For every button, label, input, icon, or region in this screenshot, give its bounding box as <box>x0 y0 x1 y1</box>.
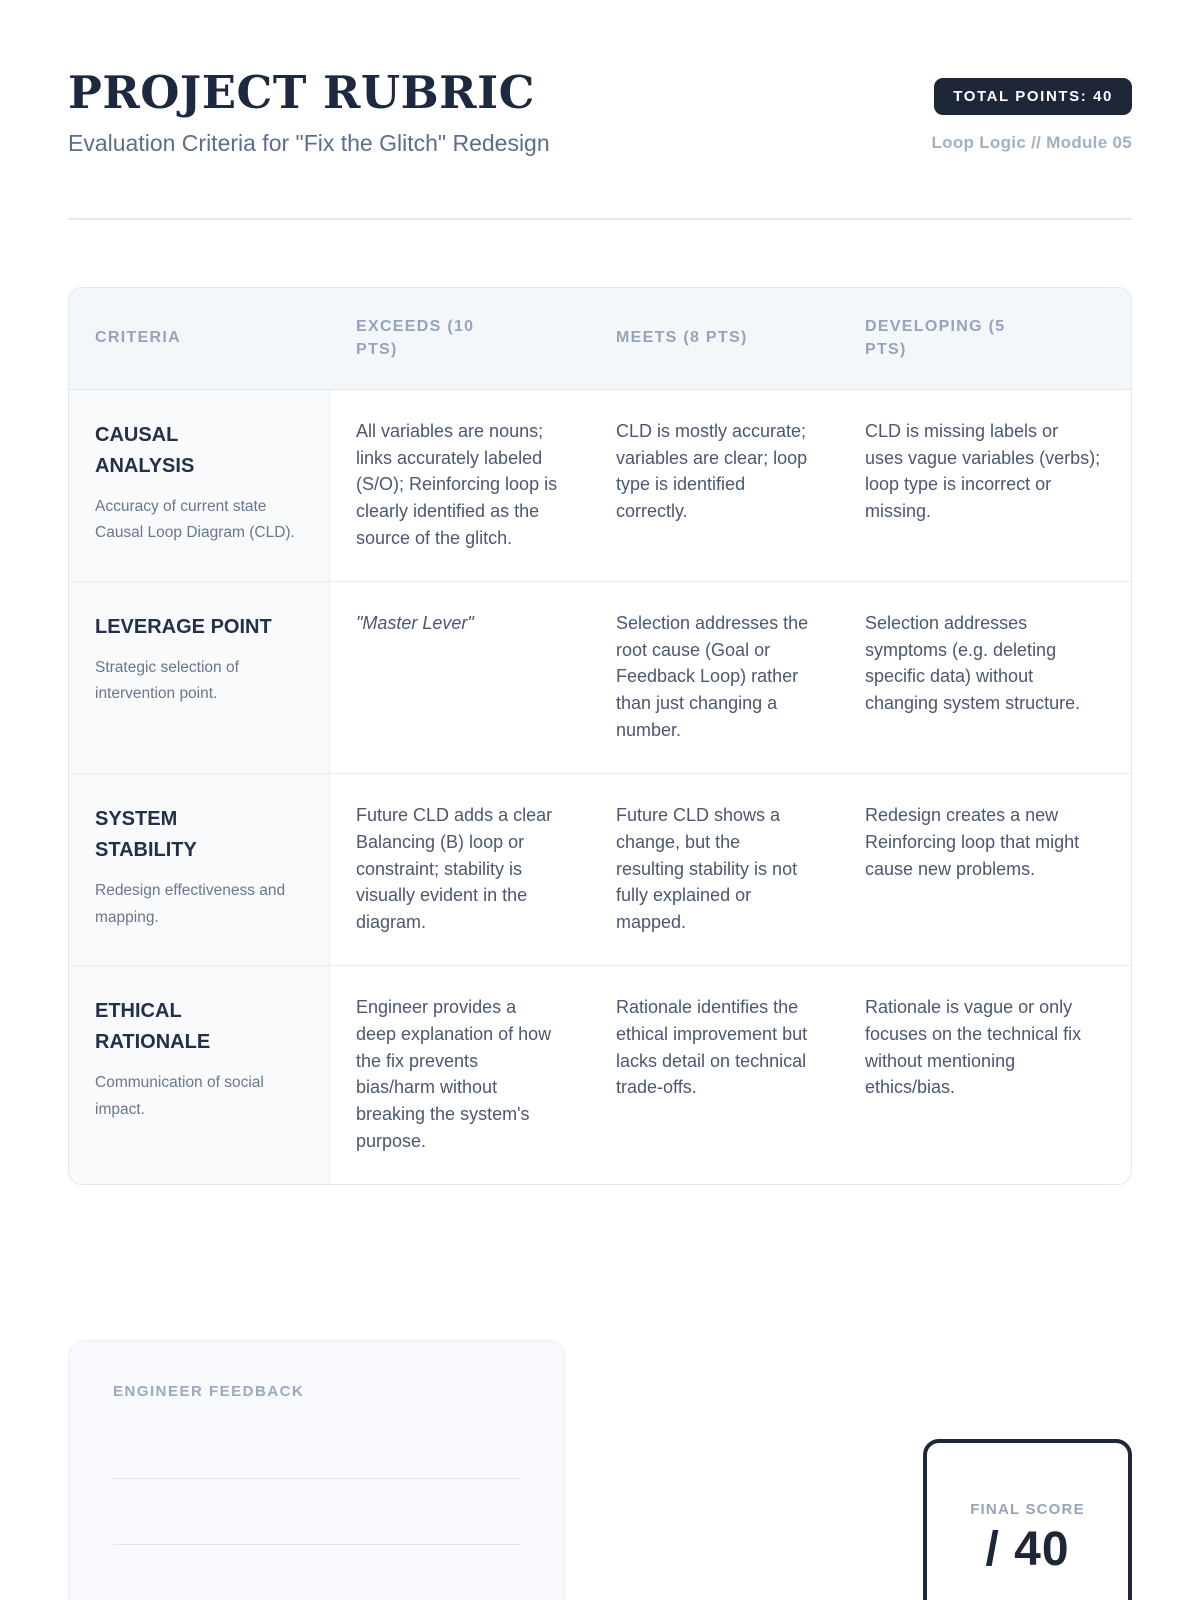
cell-causal-exceeds: All variables are nouns; links accuratel… <box>330 390 590 583</box>
cell-leverage-meets: Selection addresses the root cause (Goal… <box>590 582 839 775</box>
page-header: PROJECT RUBRIC Evaluation Criteria for "… <box>68 70 1132 157</box>
cell-stability-developing: Redesign creates a new Reinforcing loop … <box>839 774 1131 967</box>
feedback-label: ENGINEER FEEDBACK <box>113 1383 305 1400</box>
engineer-feedback-box: ENGINEER FEEDBACK <box>68 1340 565 1600</box>
feedback-writing-line <box>113 1544 520 1545</box>
final-score-value: / 40 <box>985 1523 1070 1576</box>
criterion-cell-causal-analysis: CAUSAL ANALYSIS Accuracy of current stat… <box>69 390 330 583</box>
criterion-description: Redesign effectiveness and mapping. <box>95 882 286 926</box>
feedback-writing-line <box>113 1478 520 1479</box>
cell-leverage-developing: Selection addresses symptoms (e.g. delet… <box>839 582 1131 775</box>
final-score-box: FINAL SCORE / 40 <box>923 1439 1132 1600</box>
cell-ethical-meets: Rationale identifies the ethical improve… <box>616 997 808 1098</box>
header-right: TOTAL POINTS: 40 Loop Logic // Module 05 <box>931 70 1132 157</box>
rubric-table: CRITERIA EXCEEDS (10 PTS) MEETS (8 PTS) … <box>68 287 1132 1186</box>
criterion-description: Strategic selection of intervention poin… <box>95 659 239 703</box>
criterion-title: LEVERAGE POINT <box>95 616 272 639</box>
final-score-label: FINAL SCORE <box>970 1501 1085 1518</box>
criterion-title: SYSTEM STABILITY <box>95 808 197 862</box>
cell-stability-exceeds: Future CLD adds a clear Balancing (B) lo… <box>330 774 590 967</box>
column-header-meets: MEETS (8 PTS) <box>590 288 839 390</box>
cell-leverage-exceeds: "Master Lever" <box>330 582 590 775</box>
header-left: PROJECT RUBRIC Evaluation Criteria for "… <box>68 70 550 157</box>
cell-stability-meets: Future CLD shows a change, but the resul… <box>590 774 839 967</box>
header-divider <box>68 218 1132 220</box>
cell-ethical-developing: Rationale is vague or only focuses on th… <box>865 997 1082 1098</box>
cell-ethical-exceeds: Engineer provides a deep explanation of … <box>356 997 552 1151</box>
column-header-developing: DEVELOPING (5 PTS) <box>839 288 1131 390</box>
column-header-criteria: CRITERIA <box>69 288 330 390</box>
criterion-description: Accuracy of current state Causal Loop Di… <box>95 498 295 542</box>
column-header-exceeds: EXCEEDS (10 PTS) <box>330 288 590 390</box>
course-label: Loop Logic // Module 05 <box>931 133 1132 152</box>
page-subtitle: Evaluation Criteria for "Fix the Glitch"… <box>68 130 550 156</box>
cell-causal-meets: CLD is mostly accurate; variables are cl… <box>590 390 839 583</box>
criterion-cell-system-stability: SYSTEM STABILITY Redesign effectiveness … <box>69 774 330 967</box>
criterion-cell-leverage-point: LEVERAGE POINT Strategic selection of in… <box>69 582 330 775</box>
criterion-description: Communication of social impact. <box>95 1074 264 1118</box>
total-points-badge: TOTAL POINTS: 40 <box>934 78 1132 115</box>
cell-causal-developing: CLD is missing labels or uses vague vari… <box>839 390 1131 583</box>
criterion-title: ETHICAL RATIONALE <box>95 1000 211 1054</box>
criterion-cell-ethical-rationale: ETHICAL RATIONALE Communication of socia… <box>69 966 330 1185</box>
criterion-title: CAUSAL ANALYSIS <box>95 424 195 477</box>
page-title: PROJECT RUBRIC <box>68 66 535 119</box>
